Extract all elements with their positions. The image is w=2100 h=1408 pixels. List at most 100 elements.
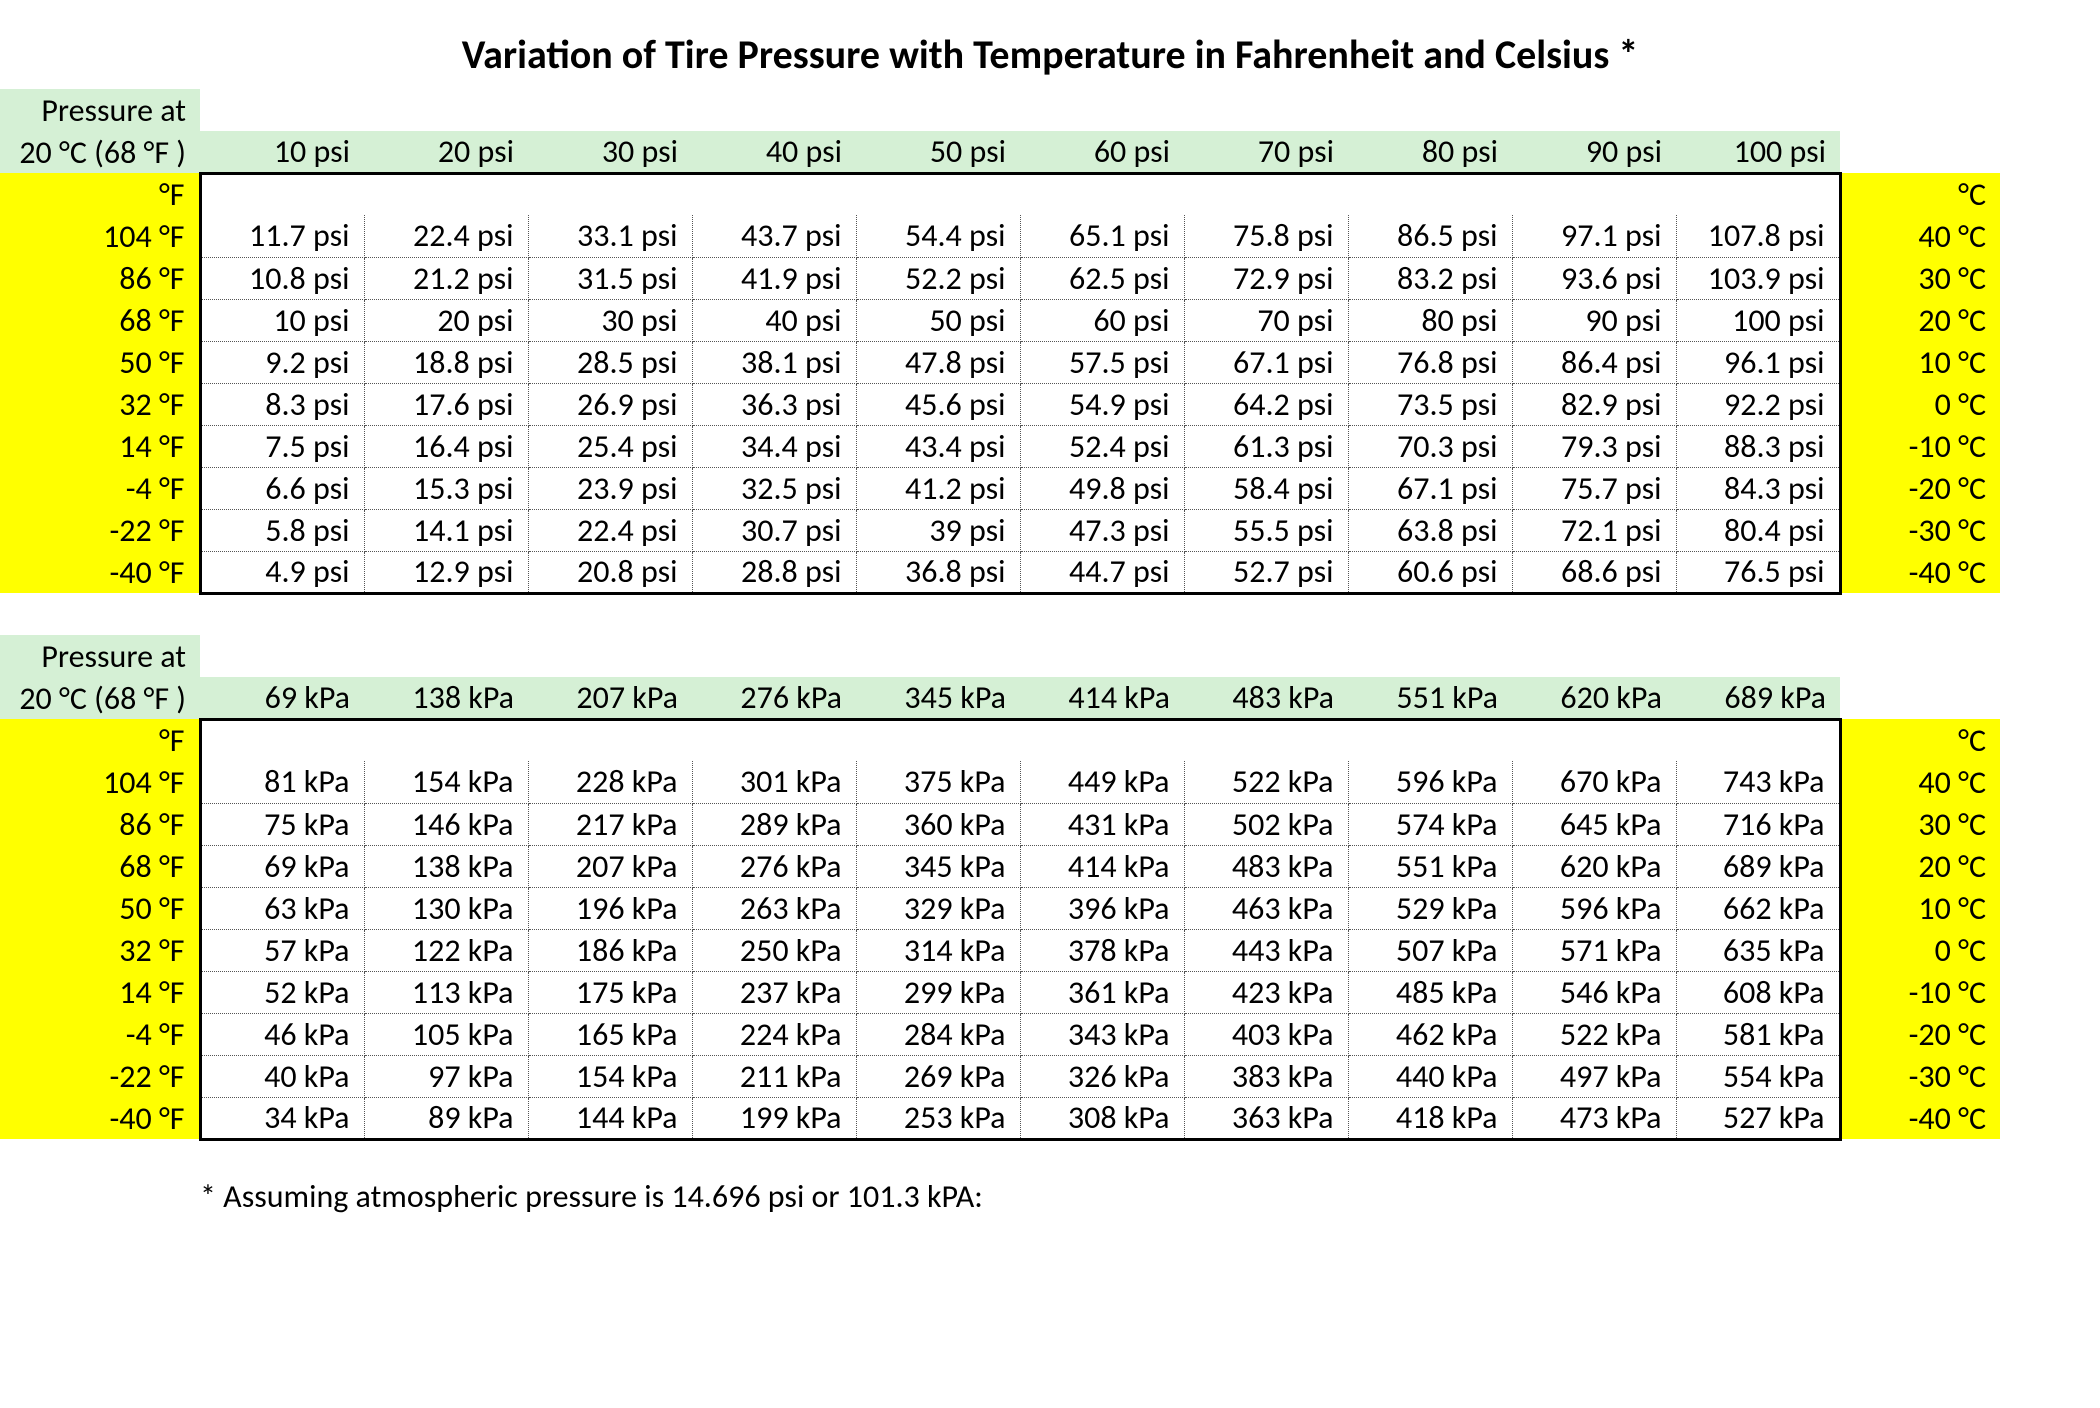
blank <box>528 719 692 761</box>
psi-temp-f: -40 °F <box>0 551 200 593</box>
kpa-cell: 546 kPa <box>1512 971 1676 1013</box>
blank <box>528 173 692 215</box>
unit-f-label: °F <box>0 173 200 215</box>
psi-col-header: 50 psi <box>856 131 1020 173</box>
kpa-header-line2: 20 °C (68 °F )69 kPa138 kPa207 kPa276 kP… <box>0 677 2000 719</box>
psi-cell: 52.2 psi <box>856 257 1020 299</box>
kpa-cell: 146 kPa <box>364 803 528 845</box>
kpa-cell: 113 kPa <box>364 971 528 1013</box>
kpa-cell: 81 kPa <box>200 761 364 803</box>
kpa-cell: 263 kPa <box>692 887 856 929</box>
psi-cell: 28.5 psi <box>528 341 692 383</box>
kpa-cell: 207 kPa <box>528 845 692 887</box>
kpa-cell: 485 kPa <box>1348 971 1512 1013</box>
psi-cell: 73.5 psi <box>1348 383 1512 425</box>
pressure-at-label-1: Pressure at <box>0 635 200 677</box>
psi-temp-f: -22 °F <box>0 509 200 551</box>
kpa-row: 50 °F63 kPa130 kPa196 kPa263 kPa329 kPa3… <box>0 887 2000 929</box>
kpa-temp-c: 20 °C <box>1840 845 2000 887</box>
kpa-col-header: 414 kPa <box>1020 677 1184 719</box>
kpa-cell: 165 kPa <box>528 1013 692 1055</box>
psi-cell: 17.6 psi <box>364 383 528 425</box>
kpa-cell: 443 kPa <box>1184 929 1348 971</box>
kpa-col-header: 483 kPa <box>1184 677 1348 719</box>
kpa-cell: 40 kPa <box>200 1055 364 1097</box>
blank <box>856 173 1020 215</box>
psi-header-line1: Pressure at <box>0 89 2000 131</box>
pressure-at-label-2: 20 °C (68 °F ) <box>0 677 200 719</box>
kpa-cell: 662 kPa <box>1676 887 1840 929</box>
kpa-temp-c: -30 °C <box>1840 1055 2000 1097</box>
kpa-cell: 269 kPa <box>856 1055 1020 1097</box>
blank <box>1184 719 1348 761</box>
kpa-cell: 571 kPa <box>1512 929 1676 971</box>
kpa-row: 14 °F52 kPa113 kPa175 kPa237 kPa299 kPa3… <box>0 971 2000 1013</box>
pressure-at-label-1: Pressure at <box>0 89 200 131</box>
blank <box>692 89 856 131</box>
kpa-cell: 554 kPa <box>1676 1055 1840 1097</box>
psi-cell: 18.8 psi <box>364 341 528 383</box>
psi-cell: 92.2 psi <box>1676 383 1840 425</box>
psi-row: 104 °F11.7 psi22.4 psi33.1 psi43.7 psi54… <box>0 215 2000 257</box>
blank <box>856 635 1020 677</box>
kpa-cell: 228 kPa <box>528 761 692 803</box>
psi-cell: 34.4 psi <box>692 425 856 467</box>
kpa-cell: 483 kPa <box>1184 845 1348 887</box>
blank <box>200 173 364 215</box>
kpa-cell: 378 kPa <box>1020 929 1184 971</box>
psi-cell: 43.7 psi <box>692 215 856 257</box>
kpa-cell: 52 kPa <box>200 971 364 1013</box>
psi-cell: 61.3 psi <box>1184 425 1348 467</box>
psi-col-header: 40 psi <box>692 131 856 173</box>
psi-col-header: 70 psi <box>1184 131 1348 173</box>
psi-cell: 28.8 psi <box>692 551 856 593</box>
kpa-row: -40 °F34 kPa89 kPa144 kPa199 kPa253 kPa3… <box>0 1097 2000 1139</box>
kpa-cell: 75 kPa <box>200 803 364 845</box>
psi-temp-c: -20 °C <box>1840 467 2000 509</box>
psi-cell: 47.8 psi <box>856 341 1020 383</box>
kpa-cell: 237 kPa <box>692 971 856 1013</box>
kpa-cell: 69 kPa <box>200 845 364 887</box>
blank <box>528 89 692 131</box>
psi-cell: 50 psi <box>856 299 1020 341</box>
kpa-cell: 743 kPa <box>1676 761 1840 803</box>
kpa-cell: 224 kPa <box>692 1013 856 1055</box>
kpa-cell: 211 kPa <box>692 1055 856 1097</box>
psi-cell: 80.4 psi <box>1676 509 1840 551</box>
psi-cell: 16.4 psi <box>364 425 528 467</box>
psi-cell: 36.8 psi <box>856 551 1020 593</box>
psi-row: 50 °F9.2 psi18.8 psi28.5 psi38.1 psi47.8… <box>0 341 2000 383</box>
kpa-cell: 396 kPa <box>1020 887 1184 929</box>
page-title: Variation of Tire Pressure with Temperat… <box>0 30 2100 79</box>
psi-header-line2: 20 °C (68 °F )10 psi20 psi30 psi40 psi50… <box>0 131 2000 173</box>
blank <box>200 635 364 677</box>
kpa-temp-f: -4 °F <box>0 1013 200 1055</box>
psi-cell: 64.2 psi <box>1184 383 1348 425</box>
psi-col-header: 10 psi <box>200 131 364 173</box>
kpa-cell: 276 kPa <box>692 845 856 887</box>
blank <box>1348 635 1512 677</box>
blank <box>1512 635 1676 677</box>
kpa-cell: 299 kPa <box>856 971 1020 1013</box>
blank <box>692 719 856 761</box>
kpa-cell: 431 kPa <box>1020 803 1184 845</box>
kpa-cell: 581 kPa <box>1676 1013 1840 1055</box>
blank <box>200 719 364 761</box>
psi-cell: 70 psi <box>1184 299 1348 341</box>
kpa-cell: 314 kPa <box>856 929 1020 971</box>
kpa-cell: 289 kPa <box>692 803 856 845</box>
kpa-row: 32 °F57 kPa122 kPa186 kPa250 kPa314 kPa3… <box>0 929 2000 971</box>
kpa-cell: 57 kPa <box>200 929 364 971</box>
kpa-cell: 138 kPa <box>364 845 528 887</box>
psi-cell: 10.8 psi <box>200 257 364 299</box>
kpa-temp-c: 0 °C <box>1840 929 2000 971</box>
kpa-cell: 46 kPa <box>200 1013 364 1055</box>
psi-cell: 40 psi <box>692 299 856 341</box>
psi-cell: 72.1 psi <box>1512 509 1676 551</box>
psi-col-header: 90 psi <box>1512 131 1676 173</box>
psi-cell: 76.5 psi <box>1676 551 1840 593</box>
kpa-cell: 507 kPa <box>1348 929 1512 971</box>
psi-cell: 62.5 psi <box>1020 257 1184 299</box>
kpa-cell: 635 kPa <box>1676 929 1840 971</box>
psi-cell: 23.9 psi <box>528 467 692 509</box>
